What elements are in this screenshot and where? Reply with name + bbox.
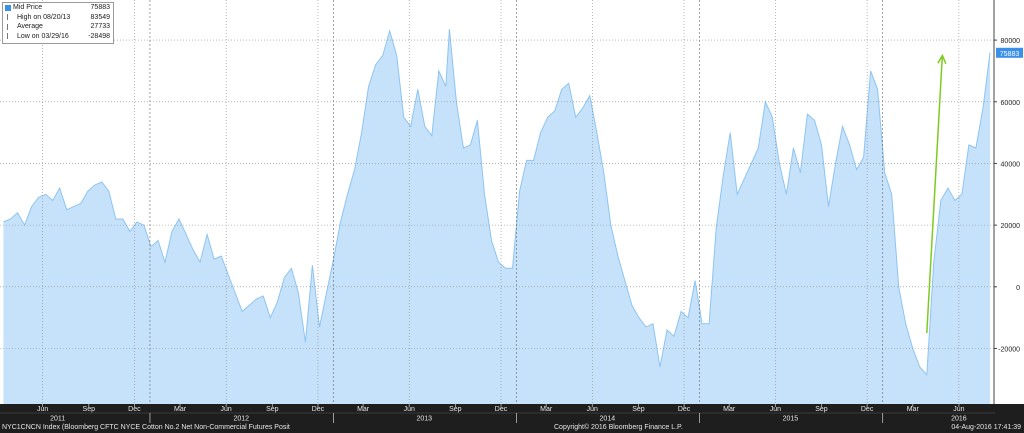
- legend-value: 27733: [90, 23, 110, 31]
- x-tick-label: Dec: [495, 406, 508, 413]
- x-tick-label: Jun: [953, 406, 964, 413]
- legend-tick-icon: [7, 23, 14, 30]
- x-tick-label: Mar: [357, 406, 370, 413]
- y-tick-label: 60000: [1001, 100, 1021, 107]
- x-tick-label: Dec: [678, 406, 691, 413]
- trend-arrow-head: [937, 53, 947, 65]
- legend-value: 75883: [90, 4, 110, 12]
- x-tick-label: Jun: [221, 406, 232, 413]
- x-tick-label: Jun: [587, 406, 598, 413]
- y-tick-label: -20000: [998, 346, 1020, 353]
- legend-label: High on 08/20/13: [17, 13, 71, 21]
- x-year-label: 2015: [783, 416, 799, 423]
- legend-label: Mid Price: [13, 4, 43, 12]
- x-year-label: 2016: [951, 416, 967, 423]
- y-tick-label: 40000: [1001, 161, 1021, 168]
- x-tick-label: Mar: [723, 406, 736, 413]
- x-year-label: 2013: [416, 416, 432, 423]
- legend-label: Low on 03/29/16: [17, 32, 69, 40]
- footer-timestamp: 04-Aug-2016 17:41:39: [951, 424, 1021, 431]
- legend-row-average: Average 27733: [3, 22, 113, 32]
- footer-ticker-description: NYC1CNCN Index (Bloomberg CFTC NYCE Cott…: [2, 424, 290, 431]
- last-price-badge-label: 75883: [1000, 51, 1020, 58]
- x-tick-label: Sep: [266, 406, 279, 413]
- legend-value: 83549: [90, 13, 110, 21]
- legend-row-mid-price: Mid Price 75883: [3, 3, 113, 13]
- y-tick-label: 20000: [1001, 223, 1021, 230]
- legend-row-high: High on 08/20/13 83549: [3, 13, 113, 23]
- x-tick-label: Mar: [907, 406, 920, 413]
- x-tick-label: Sep: [815, 406, 828, 413]
- x-tick-label: Jun: [404, 406, 415, 413]
- legend-label: Average: [17, 23, 43, 31]
- footer-copyright: Copyright© 2016 Bloomberg Finance L.P.: [554, 424, 683, 431]
- x-tick-label: Sep: [632, 406, 645, 413]
- legend-tick-icon: [7, 33, 14, 40]
- x-tick-label: Dec: [312, 406, 325, 413]
- legend: Mid Price 75883 High on 08/20/13 83549 A…: [2, 2, 114, 44]
- x-tick-label: Sep: [449, 406, 462, 413]
- legend-value: -28498: [88, 32, 110, 40]
- x-tick-label: Sep: [83, 406, 96, 413]
- series-line: [3, 28, 991, 376]
- x-tick-label: Dec: [861, 406, 874, 413]
- y-tick-label: 80000: [1001, 38, 1021, 45]
- x-axis-bar: [0, 404, 1024, 423]
- legend-tick-icon: [7, 14, 14, 21]
- x-tick-label: Mar: [540, 406, 553, 413]
- trend-arrow-shaft: [926, 55, 944, 334]
- legend-row-low: Low on 03/29/16 -28498: [3, 32, 113, 42]
- series-area: [3, 29, 990, 404]
- footer-bar: NYC1CNCN Index (Bloomberg CFTC NYCE Cott…: [0, 423, 1024, 433]
- x-tick-label: Jun: [770, 406, 781, 413]
- last-price-badge: [996, 47, 1023, 58]
- legend-swatch-icon: [5, 4, 11, 11]
- x-year-label: 2012: [233, 416, 249, 423]
- x-year-label: 2011: [50, 416, 65, 423]
- x-tick-label: Dec: [128, 406, 141, 413]
- x-year-label: 2014: [600, 416, 616, 423]
- x-tick-label: Mar: [174, 406, 187, 413]
- y-tick-label: 0: [1016, 285, 1020, 292]
- x-tick-label: Jun: [37, 406, 48, 413]
